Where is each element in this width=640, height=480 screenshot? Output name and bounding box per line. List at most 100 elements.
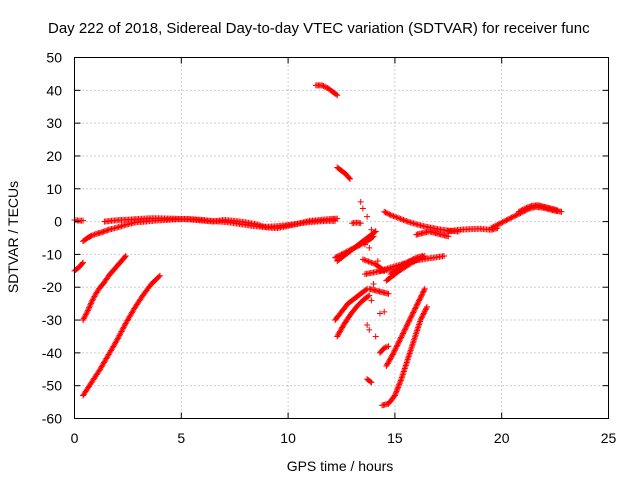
y-tick-label: -20 [42,279,62,295]
data-point [399,216,406,223]
y-tick-labels: 50 40 30 20 10 0 -10 -20 -30 -40 -50 -60 [42,50,62,427]
data-point [81,314,88,321]
data-point [498,219,505,226]
data-point [334,332,341,339]
data-point [511,213,518,220]
series-track-6 [80,272,163,399]
data-point [391,392,398,399]
data-point [394,385,401,392]
data-point [419,313,426,320]
y-tick-label: -30 [42,312,62,328]
series-track-7 [312,82,341,99]
data-point [554,207,561,214]
data-point [91,293,98,300]
data-point [494,221,501,228]
data-point [396,215,403,222]
data-point [394,214,401,221]
data-point [381,344,388,351]
data-point [156,272,163,279]
data-point [527,203,534,210]
data-point [366,326,373,333]
data-point [84,308,91,315]
data-point [407,316,414,323]
data-point [339,324,346,331]
data-point [401,327,408,334]
series-track-1 [71,216,87,224]
data-point [122,253,129,260]
data-point [520,206,527,213]
data-point [415,298,422,305]
data-point [514,211,521,218]
data-point [338,325,345,332]
data-point [405,319,412,326]
data-point [505,215,512,222]
data-point [412,305,419,312]
series-scatter-points [357,198,388,340]
data-point [80,315,87,322]
data-point [420,311,427,318]
data-point [396,337,403,344]
data-point [384,343,391,350]
data-point [359,205,366,212]
data-point [366,292,373,299]
data-point [403,218,410,225]
data-point [404,321,411,328]
data-point [366,259,373,266]
data-point [406,317,413,324]
x-tick-label: 0 [71,430,79,446]
data-point [122,321,129,328]
data-point [369,260,376,267]
data-point [114,335,121,342]
data-point [389,212,396,219]
data-point [389,351,396,358]
data-point [400,330,407,337]
data-point [323,84,330,91]
data-point [403,322,410,329]
data-point [86,304,93,311]
data-point [395,382,402,389]
data-point [361,241,368,248]
x-tick-label: 15 [387,430,403,446]
series-track-4 [101,215,341,232]
data-point [416,297,423,304]
data-point [414,301,421,308]
data-point [334,92,341,99]
data-point [495,221,502,228]
data-point [390,213,397,220]
data-point [401,217,408,224]
data-point [368,379,375,386]
data-point [364,257,371,264]
x-tick-label: 20 [494,430,510,446]
data-point [392,391,399,398]
data-point [392,389,399,396]
data-point [368,226,375,233]
data-point [401,326,408,333]
y-tick-label: 50 [46,50,62,66]
data-point [87,300,94,307]
data-point [526,203,533,210]
data-point [397,335,404,342]
data-point [337,327,344,334]
data-point [496,220,503,227]
data-point [395,339,402,346]
data-point [408,312,415,319]
data-point [386,357,393,364]
data-point [84,307,91,314]
data-point [390,350,397,357]
data-point [509,213,516,220]
data-point [370,280,377,287]
data-point [155,273,162,280]
data-point [491,223,498,230]
data-point [392,344,399,351]
y-axis-label: SDTVAR / TECUs [5,181,21,293]
data-point [319,82,326,89]
data-point [441,253,448,260]
data-point [391,347,398,354]
data-point [117,331,124,338]
data-point [116,332,123,339]
data-point [335,330,342,337]
data-point [392,346,399,353]
data-point [417,293,424,300]
data-point [512,212,519,219]
